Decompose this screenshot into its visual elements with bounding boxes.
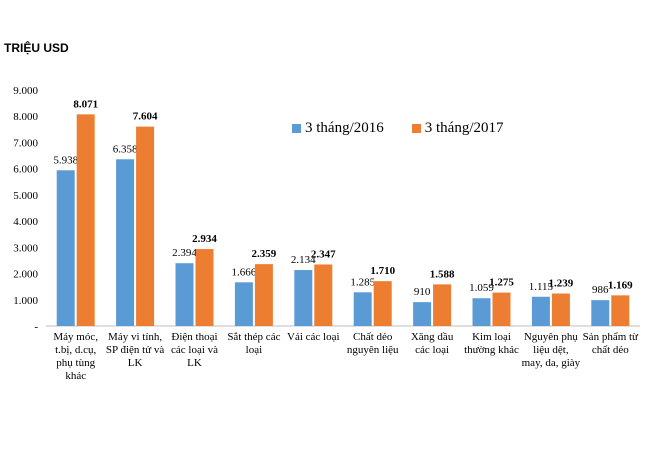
data-label-2016: 1.115 bbox=[529, 281, 554, 293]
bar-2016 bbox=[413, 302, 432, 326]
data-label-2017: 2.347 bbox=[311, 248, 336, 260]
data-label-2017: 1.588 bbox=[430, 268, 455, 280]
bar-2017 bbox=[433, 284, 452, 326]
y-tick-label: 3.000 bbox=[13, 242, 38, 254]
bar-2016 bbox=[531, 296, 550, 326]
bar-2017 bbox=[611, 295, 630, 326]
bar-2017 bbox=[195, 249, 214, 326]
y-tick-label: 8.000 bbox=[13, 111, 38, 123]
legend: 3 tháng/2016 3 tháng/2017 bbox=[292, 120, 504, 137]
y-tick-label: - bbox=[34, 321, 38, 333]
data-label-2017: 1.239 bbox=[549, 278, 574, 290]
data-label-2016: 1.285 bbox=[350, 276, 375, 288]
data-label-2017: 8.071 bbox=[73, 98, 98, 110]
bar-2017 bbox=[76, 114, 95, 326]
data-label-2016: 2.134 bbox=[291, 254, 316, 266]
y-tick-label: 6.000 bbox=[13, 164, 38, 176]
data-label-2016: 1.059 bbox=[469, 282, 494, 294]
data-label-2017: 7.604 bbox=[133, 111, 158, 123]
x-tick-label: Máy vi tính, SP điện tử và LK bbox=[106, 331, 165, 369]
data-label-2016: 5.938 bbox=[53, 154, 78, 166]
data-label-2017: 1.169 bbox=[608, 279, 633, 291]
bar-2016 bbox=[591, 300, 610, 326]
bar-2016 bbox=[175, 263, 194, 326]
x-tick-label: Máy móc, t.bị, d.cụ, phụ tùng khác bbox=[53, 331, 98, 382]
y-tick-label: 4.000 bbox=[13, 216, 38, 228]
bar-2016 bbox=[116, 159, 135, 326]
bar-2017 bbox=[492, 292, 511, 326]
bar-2016 bbox=[353, 292, 372, 326]
data-label-2017: 1.275 bbox=[489, 277, 514, 289]
x-tick-label: Chất dẻo nguyên liệu bbox=[347, 331, 399, 356]
bar-2017 bbox=[136, 126, 155, 326]
bar-2016 bbox=[234, 282, 253, 326]
x-tick-label: Xăng dầu các loại bbox=[411, 331, 454, 356]
x-tick-label: Sắt thép các loại bbox=[227, 331, 280, 356]
y-tick-label: 5.000 bbox=[13, 190, 38, 202]
legend-item-2017: 3 tháng/2017 bbox=[411, 120, 504, 137]
x-tick-label: Sản phẩm từ chất dẻo bbox=[583, 331, 639, 356]
bar-2017 bbox=[254, 264, 273, 326]
y-tick-label: 7.000 bbox=[13, 137, 38, 149]
data-label-2016: 2.394 bbox=[172, 247, 197, 259]
y-tick-label: 1.000 bbox=[13, 295, 38, 307]
data-label-2016: 1.666 bbox=[232, 266, 257, 278]
y-tick-label: 2.000 bbox=[13, 269, 38, 281]
bar-2016 bbox=[472, 298, 491, 326]
bar-2017 bbox=[314, 264, 333, 326]
data-label-2016: 6.358 bbox=[113, 143, 138, 155]
x-tick-label: Điện thoại các loại và LK bbox=[171, 331, 218, 369]
y-unit-label: TRIỆU USD bbox=[4, 41, 69, 55]
bar-2016 bbox=[294, 270, 313, 326]
data-label-2016: 910 bbox=[414, 286, 431, 298]
data-label-2017: 2.359 bbox=[252, 248, 277, 260]
data-label-2017: 2.934 bbox=[192, 233, 217, 245]
x-tick-label: Kim loại thường khác bbox=[464, 331, 519, 356]
legend-item-2016: 3 tháng/2016 bbox=[292, 120, 384, 137]
x-tick-label: Nguyên phụ liệu dệt, may, da, giày bbox=[522, 331, 581, 369]
data-label-2016: 986 bbox=[592, 284, 609, 296]
bar-2016 bbox=[56, 170, 75, 326]
legend-label-2017: 3 tháng/2017 bbox=[424, 120, 504, 136]
bar-2017 bbox=[373, 281, 392, 326]
legend-label-2016: 3 tháng/2016 bbox=[305, 120, 384, 136]
bar-2017 bbox=[551, 293, 570, 326]
data-label-2017: 1.710 bbox=[370, 265, 395, 277]
legend-swatch-2016 bbox=[292, 124, 301, 133]
x-tick-label: Vải các loại bbox=[287, 331, 340, 343]
y-tick-label: 9.000 bbox=[13, 85, 38, 97]
legend-swatch-2017 bbox=[411, 124, 421, 133]
